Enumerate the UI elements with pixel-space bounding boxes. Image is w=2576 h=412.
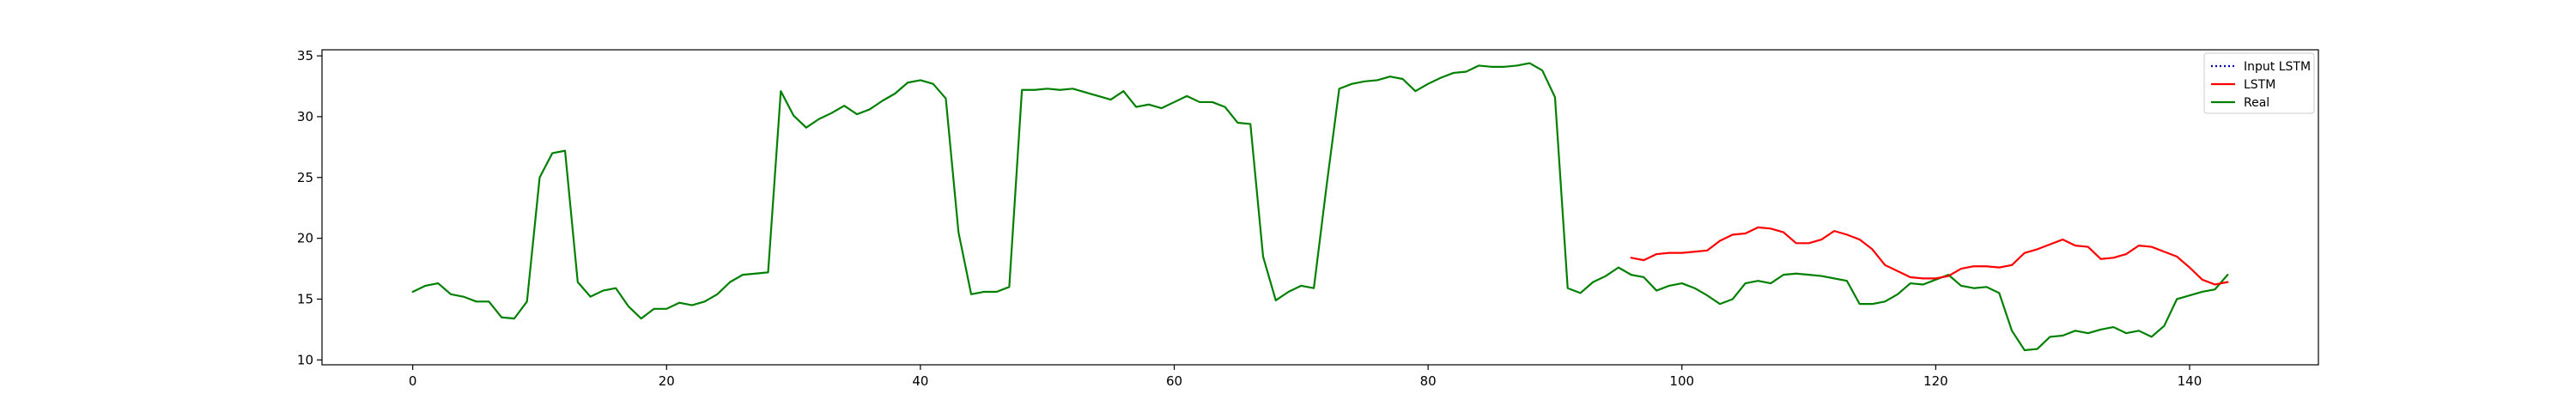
x-tick-label: 140 <box>2178 373 2202 389</box>
series-layer <box>411 62 2229 352</box>
x-tick-label: 80 <box>1420 373 1437 389</box>
y-tick-label: 10 <box>297 352 313 367</box>
x-tick-label: 100 <box>1669 373 1694 389</box>
legend-label-input-lstm: Input LSTM <box>2244 60 2311 74</box>
x-axis: 0 20 40 60 80 100 120 140 <box>409 365 2202 389</box>
legend-box <box>2203 52 2315 114</box>
y-tick-label: 20 <box>297 231 313 246</box>
x-tick-label: 20 <box>659 373 675 389</box>
x-tick-label: 60 <box>1166 373 1182 389</box>
y-tick-label: 35 <box>297 48 313 64</box>
y-tick-label: 15 <box>297 291 313 306</box>
x-tick-label: 120 <box>1923 373 1948 389</box>
legend: Input LSTM LSTM Real <box>2203 52 2315 114</box>
x-tick-label: 0 <box>409 373 417 389</box>
y-axis: 10 15 20 25 30 35 <box>297 48 322 367</box>
legend-label-lstm: LSTM <box>2244 78 2275 92</box>
plot-area <box>411 62 2229 352</box>
y-tick-label: 30 <box>297 109 313 124</box>
axes-frame <box>321 49 2319 366</box>
y-tick-label: 25 <box>297 170 313 185</box>
series-line-lstm <box>1630 226 2229 286</box>
legend-label-real: Real <box>2244 96 2269 110</box>
x-tick-label: 40 <box>912 373 928 389</box>
series-line-real <box>411 62 2229 352</box>
